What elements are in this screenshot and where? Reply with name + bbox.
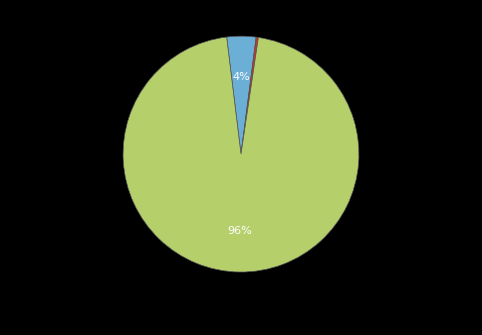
Wedge shape bbox=[123, 37, 359, 272]
Wedge shape bbox=[227, 36, 256, 154]
Text: 96%: 96% bbox=[228, 226, 253, 236]
Wedge shape bbox=[241, 37, 258, 154]
Text: 4%: 4% bbox=[232, 72, 250, 82]
